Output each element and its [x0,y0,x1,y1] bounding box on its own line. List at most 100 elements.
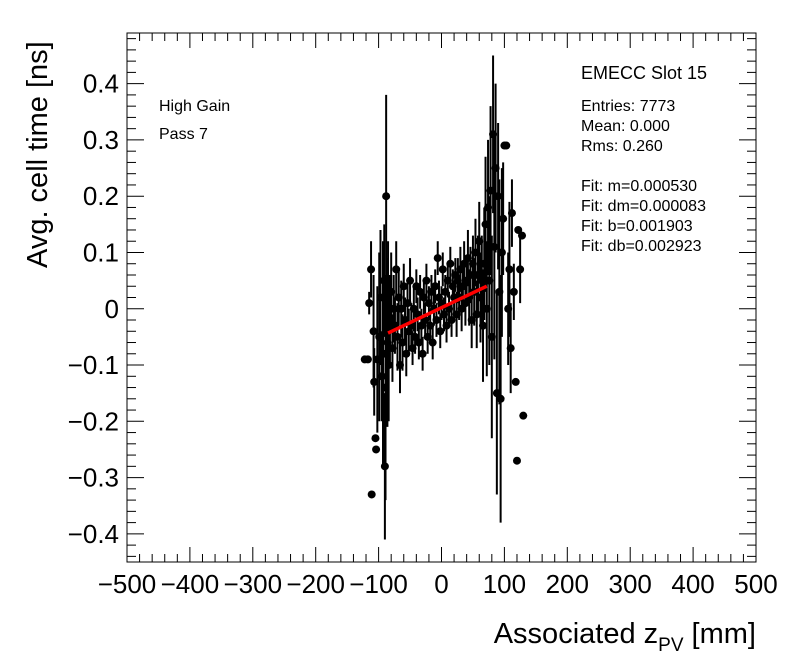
data-point [443,276,452,285]
data-point [418,349,427,358]
x-tick-label: 500 [734,569,777,599]
y-axis-label: Avg. cell time [ns] [22,41,54,268]
x-tick-label: 300 [609,569,652,599]
x-tick-label: 100 [483,569,526,599]
x-tick-labels: −500 −400 −300 −200 −100 0 100 200 300 400 500 [98,569,778,599]
data-point [376,293,385,302]
data-point [509,287,518,296]
data-point [392,265,401,274]
data-point [406,276,415,285]
data-point [381,383,390,392]
data-point [506,344,515,353]
x-axis-label-subscript: PV [658,635,684,656]
data-point [382,192,391,201]
x-tick-label: −200 [286,569,345,599]
data-point [447,316,456,325]
data-point [423,332,432,341]
annotation-pass: Pass 7 [159,126,208,143]
data-point [438,265,447,274]
stat-fit-dm: Fit: dm=0.000083 [581,198,706,215]
data-point [485,276,494,285]
data-point [482,304,491,313]
data-point [393,332,402,341]
data-point [427,287,436,296]
annotation-gain: High Gain [159,98,231,115]
data-point [363,355,372,364]
data-point [460,259,469,268]
data-point [507,209,516,218]
data-point [424,299,433,308]
data-point [484,203,493,212]
data-point [466,270,475,279]
y-tick-label: 0.1 [83,237,119,267]
data-point [495,287,504,296]
data-point [436,327,445,336]
data-point [367,265,376,274]
data-point [414,338,423,347]
data-point [518,231,527,240]
y-tick-label: 0 [105,294,119,324]
x-axis-label-unit: [mm] [683,618,756,650]
data-point [462,276,471,285]
x-tick-label: −500 [98,569,157,599]
data-point [411,332,420,341]
data-point [490,242,499,251]
data-point [385,316,394,325]
data-point [514,225,523,234]
data-point [472,310,481,319]
y-tick-labels: −0.4 −0.3 −0.2 −0.1 0 0.1 0.2 0.3 0.4 [68,69,119,549]
data-point [448,282,457,291]
y-tick-label: −0.2 [68,406,119,436]
data-point [402,349,411,358]
data-point [512,456,521,465]
data-point [479,321,488,330]
data-point [492,389,501,398]
data-point [399,282,408,291]
data-point [377,372,386,381]
data-point [384,361,393,370]
x-tick-label: −300 [224,569,283,599]
data-point [496,394,505,403]
data-point [365,299,374,308]
data-point [409,304,418,313]
x-tick-label: 200 [546,569,589,599]
data-point [441,287,450,296]
data-point [375,332,384,341]
data-point [519,411,528,420]
data-point [476,293,485,302]
data-point [419,293,428,302]
data-point [401,316,410,325]
y-tick-label: −0.3 [68,463,119,493]
data-point [491,164,500,173]
y-tick-label: 0.4 [83,69,119,99]
data-point [412,282,421,291]
data-points [360,130,528,499]
stat-rms: Rms: 0.260 [581,138,663,155]
data-point [473,270,482,279]
data-point [467,316,476,325]
data-point [471,248,480,257]
data-point [516,265,525,274]
x-axis-label: Associated zPV [mm] [494,618,756,657]
data-point [380,462,389,471]
x-axis-label-main: Associated z [493,618,659,650]
data-point [394,293,403,302]
data-point [389,304,398,313]
data-point [499,214,508,223]
data-point [461,299,470,308]
data-point [453,276,462,285]
data-point [431,282,440,291]
stat-fit-db: Fit: db=0.002923 [581,238,702,255]
y-tick-label: 0.2 [83,181,119,211]
axis-ticks [126,33,757,562]
x-tick-label: −400 [161,569,220,599]
data-point [384,304,393,313]
data-point [367,490,376,499]
data-point [502,141,511,150]
stat-entries: Entries: 7773 [581,98,676,115]
data-point [458,282,467,291]
x-tick-label: 0 [434,569,448,599]
data-point [486,186,495,195]
data-point [452,310,461,319]
data-point [456,265,465,274]
